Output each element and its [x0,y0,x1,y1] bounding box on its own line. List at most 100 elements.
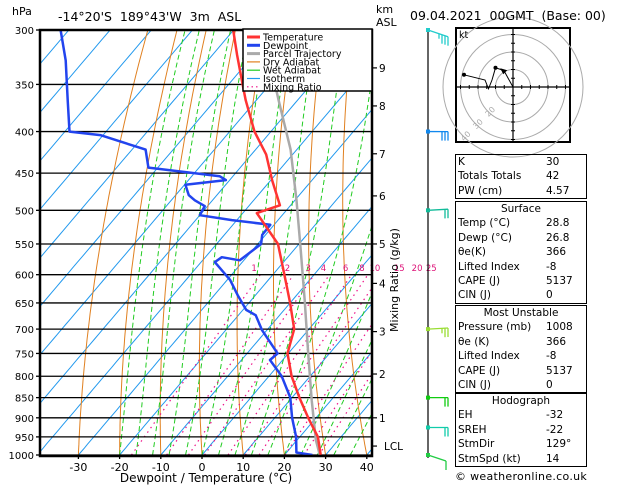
indices-row: CAPE (J) 5137 [456,364,586,378]
height-tick-label: 3 [379,327,386,339]
wet-adiabat-line [300,291,372,456]
isotherm-line [325,399,372,456]
indices-row: StmSpd (kt) 14 [456,452,586,466]
pressure-tick-label: 450 [15,169,34,180]
wind-barb-shaft [427,208,449,211]
wind-barb [426,208,449,219]
isotherm-line [119,157,372,456]
indices-row: SREH -22 [456,423,586,437]
indices-value: 1008 [546,321,573,334]
wind-barb [426,425,449,437]
indices-value: 5137 [546,275,573,288]
indices-label: Temp (°C) [458,217,511,230]
x-axis-label: Dewpoint / Temperature (°C) [120,471,292,485]
wet-adiabat-line [333,377,372,456]
isotherm-line [40,30,317,356]
indices-value: 5137 [546,364,573,377]
mixing-ratio-label: 2 [285,264,290,274]
indices-value: 28.8 [546,217,570,230]
isotherm-line [160,205,372,456]
indices-value: -22 [546,423,564,436]
indices-value: 4.57 [546,184,570,197]
x-tick-label: 10 [236,461,250,474]
indices-label: K [458,156,465,168]
mixing-ratio-label: 25 [426,264,437,274]
copyright-text: © weatheronline.co.uk [455,470,588,483]
hodograph-point [493,65,498,70]
pressure-tick-label: 350 [15,80,34,91]
indices-label: CAPE (J) [458,275,501,288]
indices-row: CAPE (J) 5137 [456,274,586,288]
location-title: -14°20'S 189°43'W 3m ASL [58,9,241,24]
indices-row: StmDir 129° [456,437,586,451]
indices-row: θe (K) 366 [456,335,586,349]
indices-hodograph: Hodograph EH -32 SREH -22 StmDir 129° StmSpd (k… [455,393,587,468]
dry-adiabat-line [198,30,236,456]
datetime-title: 09.04.2021 00GMT (Base: 00) [410,8,606,23]
profiles [59,30,322,456]
x-tick-label: 30 [319,461,333,474]
indices-label: Pressure (mb) [458,321,532,334]
mixing-ratio-label: 3 [305,264,310,274]
dry-adiabat-line [236,30,266,456]
wind-barb-shaft [427,327,449,330]
wind-barb [426,395,449,407]
mixing-ratio-line [204,274,330,456]
indices-label: EH [458,409,473,422]
mixing-ratio-label: 6 [343,264,348,274]
indices-value: 26.8 [546,231,570,244]
hodograph-storm-motion-marker [500,68,508,75]
indices-row: K 30 [456,155,586,169]
axes: 3003504004505005506006507007508008509009… [9,26,404,474]
dry-adiabat-line [159,30,207,456]
wet-adiabat-line [218,30,291,456]
indices-row: Lifted Index -8 [456,349,586,363]
series-dewpoint [59,30,313,456]
dry-adiabat-line [342,30,368,456]
pressure-tick-label: 400 [15,128,34,139]
x-tick-label: -10 [152,461,170,474]
height-tick-label: 1 [379,413,386,425]
plot-frame [38,28,374,458]
isotherm-line [40,30,276,308]
height-tick-label: 4 [379,278,386,290]
height-unit-asl: ASL [376,16,398,29]
wet-adiabat-line [135,30,200,456]
isotherm-line [40,30,358,405]
isotherm-line [40,30,235,259]
indices-row: CIN (J) 0 [456,288,586,302]
dry-adiabat-line [308,30,327,456]
indices-section-title: Hodograph [491,395,551,407]
indices-label: Dewp (°C) [458,231,512,244]
legend-label: Wet Adiabat [263,66,321,77]
isotherm-line [40,60,372,453]
legend-label: Dewpoint [263,41,308,52]
indices-label: StmDir [458,438,495,451]
pressure-tick-label: 900 [15,414,34,425]
mixing-ratio-label: 10 [369,264,380,274]
dry-adiabat-line [77,30,149,456]
legend-box [242,28,373,92]
legend-label: Mixing Ratio [263,82,322,93]
dry-adiabat-line [273,30,295,456]
wind-barb [426,327,449,338]
wind-barb-shaft [427,29,449,38]
isobars [40,29,372,456]
indices-row: EH -32 [456,408,586,422]
indices-value: 14 [546,452,560,465]
height-tick-label: LCL [384,441,403,453]
pressure-tick-label: 800 [15,372,34,383]
indices-value: 30 [546,156,560,168]
height-tick-label: 8 [379,101,386,113]
height-tick-label: 7 [379,149,386,161]
isotherm-line [242,302,372,456]
pressure-tick-label: 1000 [9,451,34,462]
indices-label: CIN (J) [458,379,491,392]
indices-label: θe (K) [458,335,490,348]
pressure-tick-label: 950 [15,433,34,444]
wind-barbs [426,28,449,470]
wet-adiabat-line [267,73,372,456]
legend-label: Parcel Trajectory [263,49,342,60]
indices-row: CIN (J) 0 [456,378,586,392]
series-line [59,30,313,456]
